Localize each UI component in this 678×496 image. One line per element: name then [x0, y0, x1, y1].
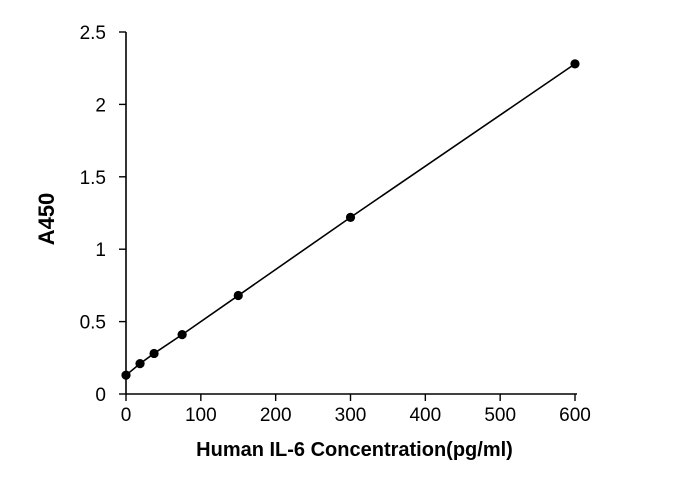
data-points: [121, 59, 580, 380]
y-tick-label: 0.5: [80, 313, 106, 334]
x-tick-label: 500: [484, 405, 516, 426]
data-point: [121, 370, 131, 380]
x-tick-label: 100: [185, 405, 217, 426]
y-axis-title: A450: [34, 193, 59, 246]
data-point: [135, 358, 145, 369]
data-point: [345, 212, 356, 222]
data-point: [570, 59, 580, 69]
y-tick-label: 2: [95, 95, 106, 116]
data-point: [233, 290, 243, 301]
axis-ticks: 0 100 200 300 400 500 600 0 0.5 1 1.5 2 2.5: [80, 23, 591, 426]
y-tick-label: 2.5: [80, 23, 106, 44]
data-point: [177, 330, 187, 340]
y-tick-label: 1: [95, 240, 106, 261]
x-axis-title: Human IL-6 Concentration(pg/ml): [196, 439, 513, 461]
x-tick-label: 0: [121, 405, 132, 426]
x-tick-label: 400: [409, 405, 441, 426]
y-tick-label: 0: [95, 385, 106, 406]
data-point: [149, 348, 159, 359]
x-tick-label: 200: [260, 405, 292, 426]
x-tick-label: 600: [559, 405, 591, 426]
y-tick-label: 1.5: [80, 168, 106, 189]
x-tick-label: 300: [335, 405, 367, 426]
